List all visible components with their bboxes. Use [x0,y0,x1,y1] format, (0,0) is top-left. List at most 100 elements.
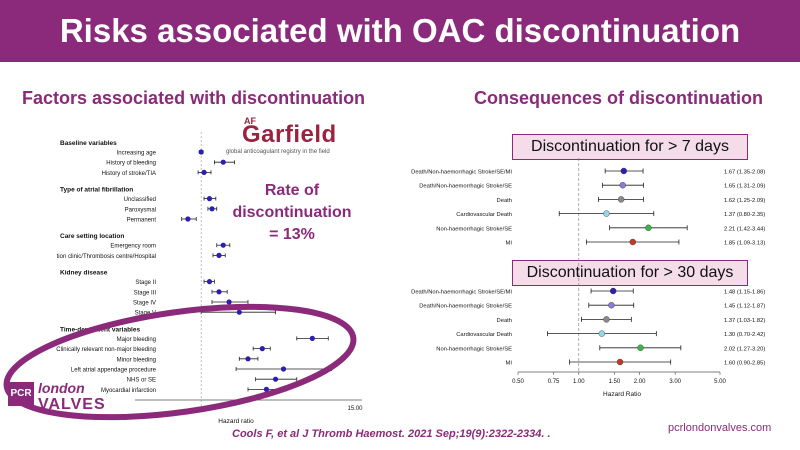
left-heading: Factors associated with discontinuation [22,88,366,108]
left-point [245,356,251,362]
thirty-day-point [637,344,644,352]
left-point [206,196,213,202]
garfield-af: AF [244,116,256,126]
left-point [216,252,222,258]
thirty-day-row-label: Non-haemorrhagic Stroke/SE [436,346,512,352]
seven-day-point [629,238,636,246]
left-point [220,242,226,248]
thirty-day-value-label: 1.30 (0.70-2.42) [724,332,765,338]
rate-callout: Rate of discontinuation = 13% [222,180,362,246]
thirty-day-value-label: 1.45 (1.12-1.87) [724,304,765,310]
thirty-day-point [603,316,610,323]
logo-valves: VALVES [38,396,106,413]
rate-line1: Rate of [264,182,320,199]
left-row-label: Emergency room [110,244,156,250]
left-point [259,346,265,352]
seven-day-value-label: 2.21 (1.42-3.44) [724,226,765,232]
left-row-label: Permanent [127,218,157,224]
thirty-day-value-label: 1.60 (0.90-2.85) [724,361,765,367]
thirty-day-row-label: MI [506,361,513,367]
seven-day-point [620,167,627,175]
left-section-header: Type of atrial fibrillation [60,187,133,194]
seven-day-row-label: Cardiovascular Death [456,212,512,218]
left-point [226,299,232,305]
seven-day-row-label: Non-haemorrhagic Stroke/SE [436,226,512,232]
left-row-label: History of stroke/TIA [102,171,156,177]
left-point [263,386,270,392]
left-row-label: Major bleeding [117,337,156,343]
thirty-day-point [610,287,617,295]
highlight-ellipse [3,303,357,421]
left-row-label: NHS or SE [127,378,156,384]
seven-day-value-label: 1.37 (0.80-2.35) [724,212,765,218]
seven-day-row-label: Death [497,198,512,204]
left-point [309,335,315,341]
left-tick-label: 15.00 [347,406,363,412]
right-x-label: Hazard Ratio [603,391,641,398]
left-row-label: Stage III [134,290,157,296]
left-point [185,216,191,222]
left-point [206,279,213,285]
left-point [220,159,226,165]
seven-day-value-label: 1.62 (1.25-2.09) [724,198,765,204]
thirty-day-point [616,358,624,366]
consequences-forest-plot: Death/Non-haemorrhagic Stroke/SE/MI 1.67 … [411,158,765,398]
left-section-header: Kidney disease [60,270,108,277]
seven-day-value-label: 1.65 (1.31-2.09) [724,184,765,190]
seven-day-point [617,196,625,203]
left-row-label: Left atrial appendage procedure [71,368,157,374]
left-section-header: Care setting location [60,233,124,240]
left-point [272,376,279,382]
right-tick-label: 1.00 [573,379,585,385]
right-tick-label: 1.50 [609,379,621,385]
disc-30-days-box: Discontinuation for > 30 days [512,260,748,286]
left-row-label: History of bleeding [106,161,156,167]
left-row-label: Minor bleeding [117,357,156,363]
left-point [280,366,287,372]
left-row-label: Increasing age [117,151,157,157]
left-row-label: Paroxysmal [125,207,156,213]
left-row-label: tion clinic/Thrombosis centre/Hospital [57,254,156,260]
rate-line3: = 13% [269,226,315,243]
seven-day-point [603,210,610,217]
rate-line2: discontinuation [232,204,352,221]
seven-day-point [619,181,626,189]
disc-7-days-box: Discontinuation for > 7 days [512,134,748,160]
right-tick-label: 2.00 [634,379,646,385]
left-point [236,309,242,315]
logo-london: london [38,380,85,396]
left-x-label: Hazard ratio [218,418,254,425]
right-tick-label: 5.00 [714,379,726,385]
thirty-day-row-label: Death/Non-haemorrhagic Stroke/SE [419,304,512,310]
thirty-day-row-label: Death/Non-haemorrhagic Stroke/SE/MI [411,290,512,296]
thirty-day-value-label: 1.37 (1.03-1.82) [724,318,765,324]
thirty-day-point [598,330,606,337]
left-point [209,206,215,212]
thirty-day-value-label: 1.48 (1.15-1.86) [724,290,765,296]
left-section-header: Baseline variables [60,140,117,147]
thirty-day-row-label: Death [497,318,512,324]
slide-title: Risks associated with OAC discontinuatio… [0,0,800,62]
pcr-london-valves-logo: PCR london VALVES [8,380,128,425]
left-point [216,289,222,295]
thirty-day-value-label: 2.02 (1.27-3.20) [724,346,765,352]
garfield-logo: AF Garfield global anticoagulant registr… [218,113,368,158]
left-point [201,169,207,175]
pcr-badge: PCR [8,382,34,406]
left-row-label: Stage IV [133,301,156,307]
left-row-label: Myocardial infarction [101,388,156,394]
left-row-label: Stage II [135,280,156,286]
seven-day-point [645,224,652,232]
website-link[interactable]: pcrlondonvalves.com [668,422,772,434]
left-point [198,149,204,155]
citation: Cools F, et al J Thromb Haemost. 2021 Se… [232,428,551,440]
right-tick-label: 3.00 [669,379,681,385]
garfield-tagline: global anticoagulant registry in the fie… [226,149,330,155]
seven-day-value-label: 1.85 (1.09-3.13) [724,241,765,247]
left-row-label: Stage V [135,311,156,317]
left-row-label: Clinically relevant non-major bleeding [56,347,156,353]
seven-day-row-label: Death/Non-haemorrhagic Stroke/SE [419,184,512,190]
thirty-day-row-label: Cardiovascular Death [456,332,512,338]
seven-day-row-label: MI [506,241,513,247]
